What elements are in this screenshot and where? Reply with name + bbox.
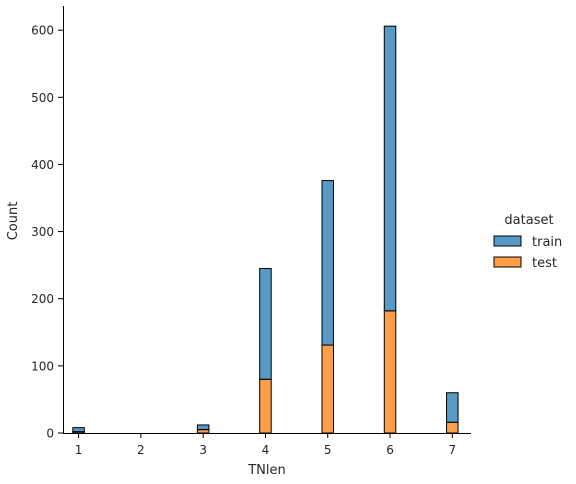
y-tick-label-100: 100 (31, 359, 54, 373)
x-tick-label-1: 1 (75, 443, 83, 457)
bar-train-6 (383, 25, 397, 312)
legend-label-test: test (532, 256, 557, 271)
legend-label-train: train (532, 235, 562, 250)
bar-train-7 (446, 392, 459, 423)
y-tick-label-400: 400 (31, 158, 54, 172)
x-ticks-group: 1 2 3 4 5 6 7 (75, 433, 456, 457)
bar-test-6 (383, 310, 397, 434)
y-tick-label-600: 600 (31, 24, 54, 38)
x-tick-label-7: 7 (448, 443, 456, 457)
y-tick-label-200: 200 (31, 292, 54, 306)
legend-swatch-test (493, 256, 522, 268)
y-tick-label-300: 300 (31, 225, 54, 239)
legend-title: dataset (504, 213, 553, 228)
bar-train-1 (72, 427, 85, 433)
x-tick-label-4: 4 (262, 443, 270, 457)
bar-train-4 (259, 268, 272, 380)
x-tick-label-6: 6 (386, 443, 394, 457)
y-tick-label-500: 500 (31, 91, 54, 105)
axes-group (63, 6, 471, 434)
x-tick-label-2: 2 (137, 443, 145, 457)
y-ticks-group: 0 100 200 300 400 500 600 (31, 24, 64, 441)
x-tick-label-3: 3 (199, 443, 207, 457)
y-tick-label-0: 0 (46, 427, 54, 441)
y-axis-label: Count (6, 202, 21, 241)
legend: dataset train test (493, 213, 562, 271)
bars-group (72, 25, 459, 434)
bar-test-7 (446, 421, 459, 434)
legend-swatch-train (493, 235, 522, 247)
bar-test-5 (321, 344, 334, 434)
bar-test-4 (259, 378, 272, 434)
x-tick-label-5: 5 (324, 443, 332, 457)
bar-test-3 (196, 429, 210, 434)
bar-train-3 (196, 424, 210, 431)
bar-train-5 (321, 180, 334, 346)
legend-entries: train test (493, 235, 562, 271)
x-axis-label: TNlen (247, 463, 286, 478)
